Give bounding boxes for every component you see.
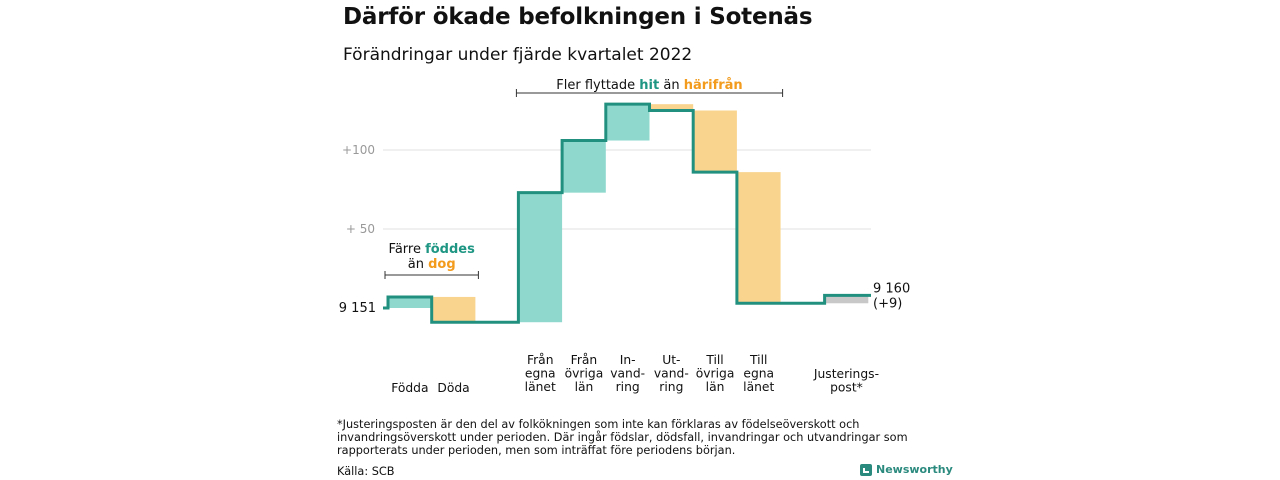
chart-subtitle: Förändringar under fjärde kvartalet 2022 [343, 45, 693, 65]
chart-logo-icon [860, 463, 872, 476]
category-label: egna [743, 367, 774, 381]
annotation-births: Färre föddes [389, 242, 476, 257]
source-note: Källa: SCB [337, 465, 395, 478]
waterfall-bar [605, 104, 650, 141]
level-line [383, 102, 871, 324]
end-value-label: (+9) [873, 296, 902, 311]
category-label: Födda [391, 381, 428, 395]
category-label: Från [571, 353, 598, 367]
category-label: Justerings- [813, 367, 879, 381]
waterfall-bar [693, 110, 737, 173]
category-label: Döda [437, 381, 469, 395]
category-label: In- [620, 353, 636, 367]
category-label: vand- [654, 367, 689, 381]
end-value-label: 9 160 [873, 281, 910, 296]
chart-title: Därför ökade befolkningen i Sotenäs [343, 4, 813, 30]
category-label: län [575, 380, 594, 394]
category-label: Från [527, 353, 554, 367]
footnote: *Justeringsposten är den del av folkökni… [337, 418, 908, 457]
waterfall-bar [431, 296, 476, 323]
waterfall-bar [649, 104, 694, 111]
waterfall-bar [388, 296, 432, 308]
y-tick-label: +100 [342, 143, 375, 157]
category-label: ring [616, 380, 640, 394]
start-value-label: 9 151 [339, 301, 376, 316]
category-label: egna [525, 367, 556, 381]
y-tick-label: + 50 [346, 222, 375, 236]
waterfall-bar [824, 295, 869, 304]
category-label: Till [749, 353, 767, 367]
waterfall-bar [518, 192, 563, 323]
category-label: övriga [565, 367, 604, 381]
category-label: övriga [696, 367, 735, 381]
annotation-deaths: än dog [408, 257, 456, 272]
brand-logo: Newsworthy [860, 463, 953, 476]
category-label: länet [743, 380, 774, 394]
category-label: post* [830, 381, 863, 395]
category-label: länet [525, 380, 556, 394]
category-label: Till [705, 353, 723, 367]
waterfall-bar [562, 140, 606, 193]
waterfall-bar [736, 172, 781, 304]
brand-name: Newsworthy [876, 463, 953, 476]
category-label: län [706, 380, 725, 394]
annotation-migration: Fler flyttade hit än härifrån [556, 78, 742, 93]
category-label: ring [659, 380, 683, 394]
category-label: vand- [610, 367, 645, 381]
category-label: Ut- [662, 353, 680, 367]
